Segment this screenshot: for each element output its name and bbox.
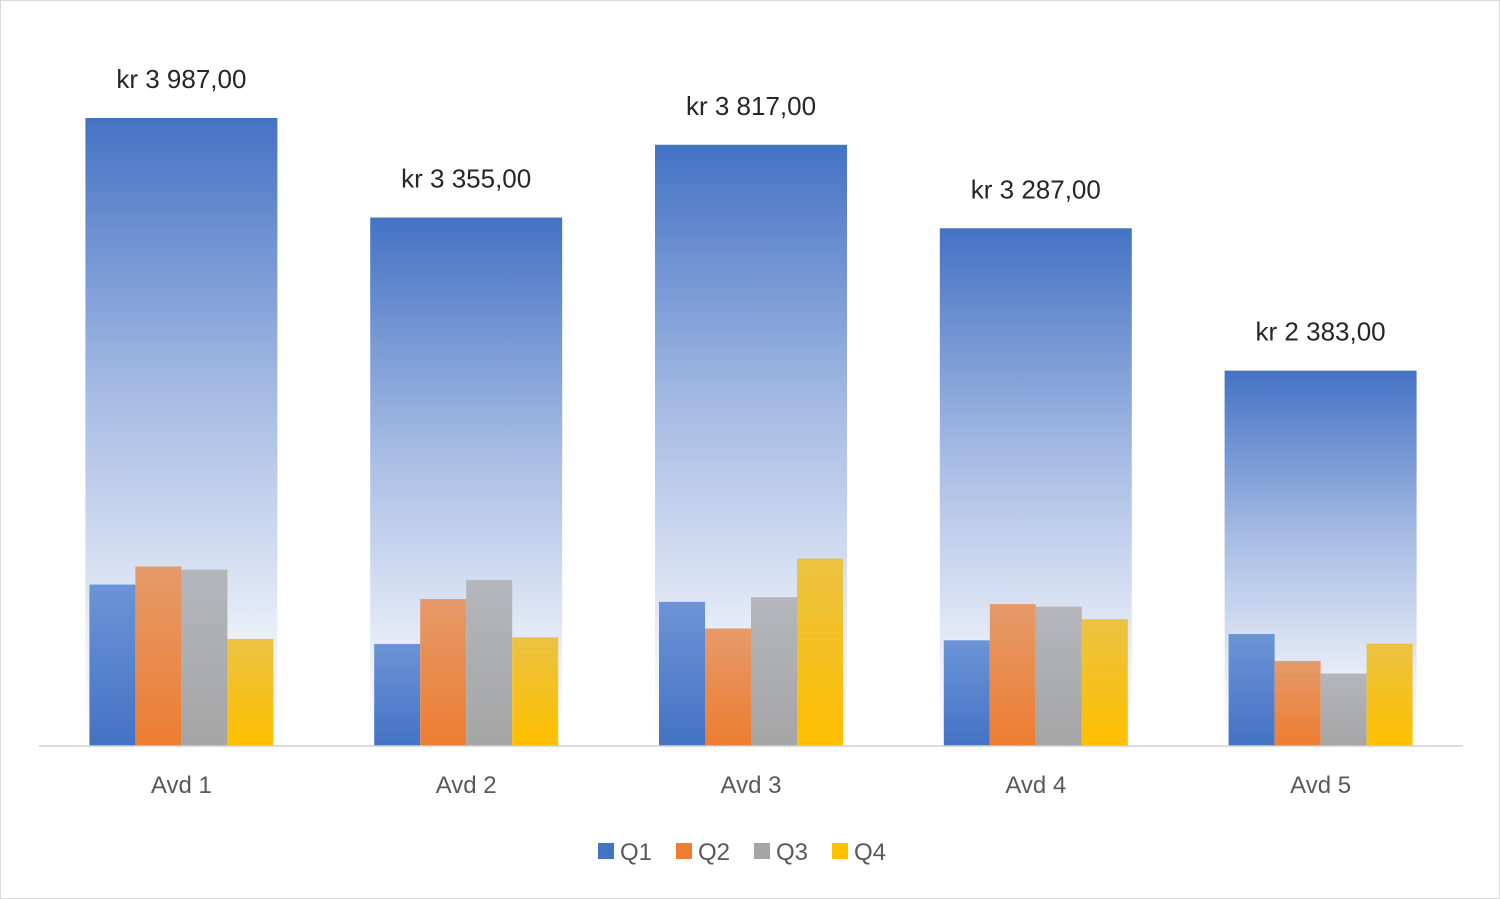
bar-q2 [1274,660,1321,746]
bar-q1 [89,584,136,746]
x-tick-label: Avd 5 [1290,772,1351,799]
total-data-label: kr 3 817,00 [686,91,816,121]
legend: Q1 Q2 Q3 Q4 [598,839,886,866]
legend-swatch-q2 [676,843,692,859]
bar-q1 [374,643,421,746]
x-tick-label: Avd 2 [436,772,497,799]
x-tick-label: Avd 1 [151,772,212,799]
legend-swatch-q3 [754,843,770,859]
bar-q3 [1320,673,1367,746]
x-tick-label: Avd 3 [721,772,782,799]
labels-layer: kr 3 987,00 Avd 1 kr 3 355,00 Avd 2 kr 3 817… [116,64,1385,799]
bar-q1 [1228,634,1275,746]
bar-q2 [705,628,751,746]
x-tick-label: Avd 4 [1005,772,1066,799]
bar-q2 [989,604,1036,746]
bar-q3 [181,569,228,746]
bar-q3 [751,597,797,746]
legend-label-q3: Q3 [776,839,808,866]
bar-q4 [1081,619,1128,746]
total-data-label: kr 3 355,00 [401,164,531,194]
bar-q2 [135,566,182,746]
bar-q4 [797,558,843,746]
bar-q3 [466,580,513,746]
bar-q1 [943,640,990,746]
total-data-label: kr 3 287,00 [971,174,1101,204]
legend-swatch-q1 [598,843,614,859]
total-data-label: kr 2 383,00 [1256,317,1386,347]
bar-q4 [512,637,559,746]
bar-q4 [1366,643,1413,746]
legend-swatch-q4 [832,843,848,859]
legend-label-q1: Q1 [620,839,652,866]
bar-q3 [1035,606,1082,746]
quarters-layer [89,558,1413,746]
legend-label-q4: Q4 [854,839,886,866]
total-data-label: kr 3 987,00 [116,64,246,94]
bar-q4 [227,638,274,746]
legend-label-q2: Q2 [698,839,730,866]
bar-q1 [659,601,705,746]
bar-q2 [420,599,467,746]
